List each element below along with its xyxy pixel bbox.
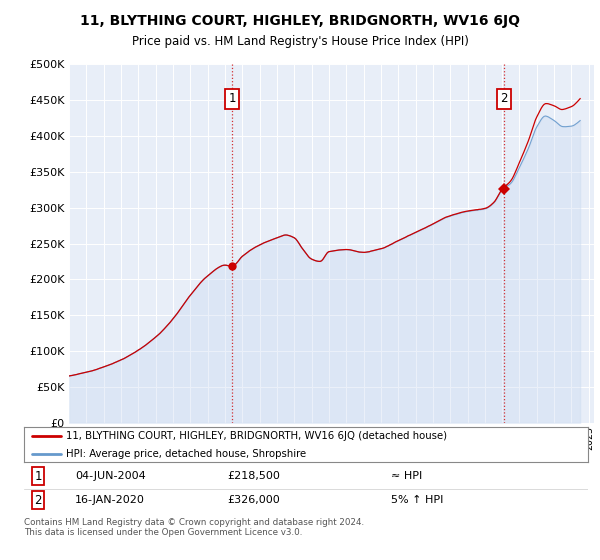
- Text: £326,000: £326,000: [227, 495, 280, 505]
- Text: 5% ↑ HPI: 5% ↑ HPI: [391, 495, 443, 505]
- Text: 11, BLYTHING COURT, HIGHLEY, BRIDGNORTH, WV16 6JQ (detached house): 11, BLYTHING COURT, HIGHLEY, BRIDGNORTH,…: [66, 431, 448, 441]
- Text: £218,500: £218,500: [227, 471, 280, 481]
- Text: 04-JUN-2004: 04-JUN-2004: [75, 471, 146, 481]
- Text: ≈ HPI: ≈ HPI: [391, 471, 422, 481]
- Text: HPI: Average price, detached house, Shropshire: HPI: Average price, detached house, Shro…: [66, 449, 307, 459]
- Text: 2: 2: [500, 92, 508, 105]
- Text: 2: 2: [34, 493, 42, 507]
- Text: 1: 1: [229, 92, 236, 105]
- Text: 16-JAN-2020: 16-JAN-2020: [75, 495, 145, 505]
- Text: 11, BLYTHING COURT, HIGHLEY, BRIDGNORTH, WV16 6JQ: 11, BLYTHING COURT, HIGHLEY, BRIDGNORTH,…: [80, 14, 520, 28]
- Text: Price paid vs. HM Land Registry's House Price Index (HPI): Price paid vs. HM Land Registry's House …: [131, 35, 469, 48]
- Text: 1: 1: [34, 470, 42, 483]
- Text: Contains HM Land Registry data © Crown copyright and database right 2024.
This d: Contains HM Land Registry data © Crown c…: [24, 518, 364, 538]
